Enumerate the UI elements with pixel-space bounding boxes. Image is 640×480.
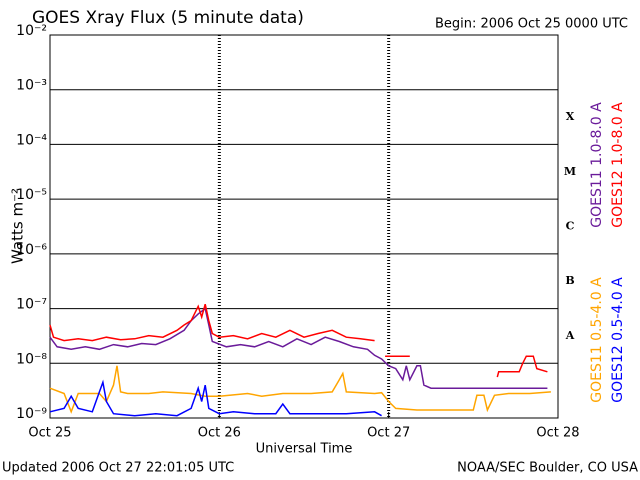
plot-frame (49, 34, 559, 419)
y-tick-label: 10⁻⁸ (16, 351, 47, 367)
x-tick-label: Oct 25 (28, 426, 71, 441)
y-tick-label: 10⁻⁶ (16, 242, 47, 258)
series-line (49, 307, 548, 389)
flare-class-label: C (566, 220, 575, 233)
footer-right: NOAA/SEC Boulder, CO USA (457, 461, 638, 476)
legend-entry: GOES11 1.0-8.0 A (589, 102, 605, 228)
x-tick-label: Oct 28 (536, 426, 579, 441)
y-axis-label: Watts m⁻² (9, 188, 27, 264)
series-line (49, 379, 382, 417)
y-tick-label: 10⁻⁵ (16, 187, 47, 203)
legend-entry: GOES11 0.5-4.0 A (589, 277, 605, 403)
y-tick-label: 10⁻⁷ (16, 297, 47, 313)
series-line (49, 365, 551, 414)
legend-entry: GOES12 1.0-8.0 A (610, 102, 626, 228)
series-line (49, 304, 548, 378)
y-tick-label: 10⁻³ (16, 78, 47, 94)
legend-entry: GOES12 0.5-4.0 A (610, 277, 626, 403)
y-tick-label: 10⁻⁹ (16, 406, 47, 422)
flare-class-label: M (564, 165, 576, 178)
flare-class-label: X (566, 110, 575, 123)
y-tick-label: 10⁻² (16, 23, 47, 39)
flare-class-label: A (565, 329, 575, 342)
x-tick-label: Oct 26 (198, 426, 241, 441)
x-axis-label: Universal Time (256, 442, 353, 457)
chart-subtitle: Begin: 2006 Oct 25 0000 UTC (435, 17, 628, 32)
chart-title: GOES Xray Flux (5 minute data) (32, 8, 304, 28)
footer-left: Updated 2006 Oct 27 22:01:05 UTC (2, 461, 234, 476)
y-tick-label: 10⁻⁴ (16, 132, 47, 148)
flare-class-label: B (565, 274, 574, 287)
x-tick-label: Oct 27 (367, 426, 410, 441)
